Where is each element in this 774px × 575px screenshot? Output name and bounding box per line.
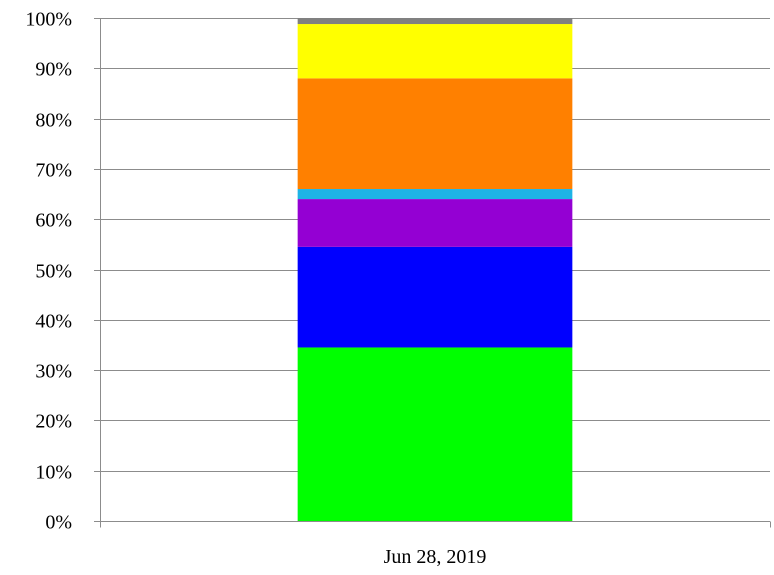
bar-segment-3: [297, 199, 573, 247]
y-tick-label: 70%: [35, 160, 72, 182]
y-tick-label: 100%: [25, 9, 72, 31]
axis-labels: 0% 10% 20% 30% 40% 50% 60% 70% 80% 90% 100% Jun 28,…: [25, 9, 486, 569]
y-tick-label: 20%: [35, 411, 72, 433]
y-tick-label: 30%: [35, 361, 72, 383]
y-tick-label: 10%: [35, 462, 72, 484]
bar-segment-2: [297, 246, 573, 348]
y-tick-label: 60%: [35, 210, 72, 232]
bar-segments: [297, 18, 573, 521]
bar-segment-5: [297, 78, 573, 190]
bar-segment-4: [297, 189, 573, 200]
x-category-label: Jun 28, 2019: [384, 546, 487, 568]
bar-segment-6: [297, 24, 573, 79]
bar-segment-7: [297, 18, 573, 25]
y-tick-label: 90%: [35, 59, 72, 81]
y-tick-label: 80%: [35, 110, 72, 132]
bar-segment-1: [297, 347, 573, 521]
axes: [94, 18, 771, 528]
y-tick-label: 0%: [45, 512, 72, 534]
y-tick-label: 40%: [35, 311, 72, 333]
y-tick-label: 50%: [35, 261, 72, 283]
